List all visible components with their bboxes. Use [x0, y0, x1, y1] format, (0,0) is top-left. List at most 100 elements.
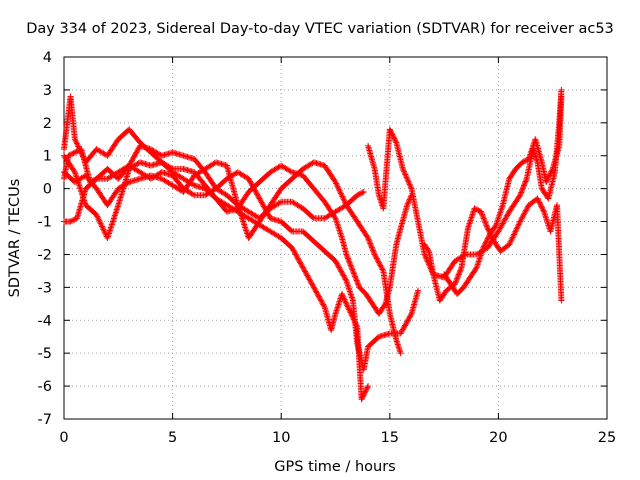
data-point [353, 277, 360, 284]
data-point [71, 216, 78, 223]
data-point [343, 251, 350, 258]
data-point [398, 329, 405, 336]
data-point [346, 258, 353, 265]
data-point [404, 318, 411, 325]
data-point [496, 211, 503, 218]
data-point [67, 151, 74, 158]
data-point [253, 190, 260, 197]
data-point [469, 211, 476, 218]
x-tick-label: 0 [59, 430, 68, 446]
data-point [342, 199, 349, 206]
data-point [67, 218, 74, 225]
data-point [495, 215, 502, 222]
data-point [336, 300, 343, 307]
data-point [338, 231, 345, 238]
data-point [94, 214, 101, 221]
data-point [334, 219, 341, 226]
data-point [265, 212, 272, 219]
data-point [333, 307, 340, 314]
data-point [98, 222, 105, 229]
data-point [131, 152, 138, 159]
data-point [359, 189, 366, 196]
data-point [333, 259, 340, 266]
data-point [402, 322, 409, 329]
data-point [335, 301, 342, 308]
data-point [370, 248, 377, 255]
y-tick-label: -2 [38, 247, 52, 263]
data-point [346, 286, 353, 293]
data-point [368, 243, 375, 250]
data-point [334, 221, 341, 228]
data-point [371, 250, 378, 257]
data-point [341, 273, 348, 280]
data-point [378, 263, 385, 270]
x-tick-label: 20 [489, 430, 507, 446]
data-point [337, 267, 344, 274]
data-point [189, 191, 196, 198]
y-tick-label: -7 [38, 412, 52, 428]
data-point [252, 188, 259, 195]
y-tick-label: -5 [38, 346, 52, 362]
data-point [365, 235, 372, 241]
data-point [132, 150, 139, 157]
data-point [466, 220, 473, 227]
data-point [399, 327, 406, 334]
data-point [69, 150, 76, 157]
data-point [373, 255, 380, 262]
data-point [348, 292, 355, 299]
data-point [124, 179, 131, 186]
data-point [402, 321, 409, 328]
data-point [254, 191, 261, 198]
data-point [96, 219, 103, 226]
data-point [348, 263, 355, 270]
data-point [76, 146, 83, 153]
data-point [257, 198, 264, 205]
y-tick-label: -6 [38, 379, 52, 395]
data-point [338, 268, 345, 275]
data-point [347, 261, 354, 268]
data-point [497, 209, 504, 216]
data-point [358, 190, 365, 197]
x-tick-label: 5 [168, 430, 177, 446]
data-point [129, 157, 136, 164]
data-point [542, 213, 549, 220]
data-point [346, 259, 353, 266]
data-point [75, 144, 82, 151]
data-point [333, 309, 340, 316]
data-point [368, 244, 375, 251]
data-point [558, 86, 565, 93]
data-point [100, 226, 107, 233]
data-point [339, 194, 346, 201]
data-point [337, 190, 344, 197]
data-point [73, 140, 80, 147]
data-point [247, 178, 254, 185]
data-point [335, 224, 342, 231]
data-point [407, 312, 414, 319]
data-point [345, 285, 352, 292]
data-point [376, 261, 383, 268]
data-point [342, 276, 349, 283]
data-point [99, 223, 106, 230]
data-point [350, 270, 357, 277]
grid-lines [64, 57, 607, 419]
data-point [68, 217, 75, 224]
data-point [337, 230, 344, 237]
data-point [71, 149, 78, 156]
data-point [371, 251, 378, 258]
data-point [366, 237, 373, 244]
y-tick-label: 1 [43, 149, 52, 165]
data-point [375, 258, 382, 265]
data-point [77, 149, 84, 156]
data-point [256, 195, 263, 202]
data-point [287, 227, 294, 234]
y-tick-label: 4 [43, 50, 52, 66]
data-point [354, 278, 361, 285]
data-point [348, 294, 355, 301]
data-point [336, 225, 343, 232]
data-point [335, 222, 342, 229]
data-point [469, 212, 476, 219]
x-axis-label: GPS time / hours [274, 459, 395, 475]
data-point [70, 150, 77, 157]
data-point [71, 167, 78, 174]
data-point [352, 274, 359, 281]
